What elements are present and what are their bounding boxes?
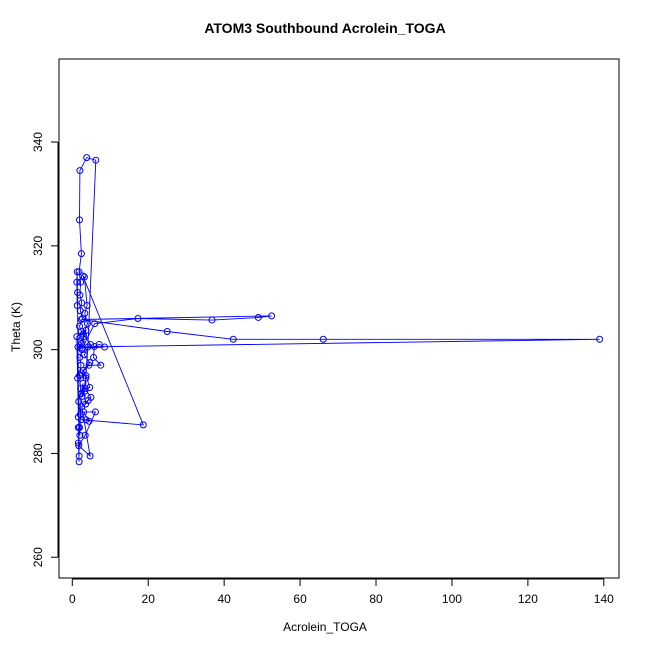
data-point <box>80 351 88 359</box>
x-tick-label: 0 <box>69 592 76 606</box>
data-point <box>87 340 95 348</box>
data-point <box>90 353 98 361</box>
data-point <box>83 154 91 162</box>
data-point <box>79 379 87 387</box>
data-point <box>134 315 142 322</box>
data-point <box>83 320 91 328</box>
y-tick-label: 300 <box>31 339 45 359</box>
x-tick-label: 120 <box>518 592 538 606</box>
data-point <box>76 431 84 439</box>
data-point <box>75 452 83 460</box>
data-point <box>80 273 88 281</box>
data-point <box>77 390 85 398</box>
data-point <box>79 272 87 280</box>
data-point <box>76 167 84 175</box>
data-point <box>74 289 82 297</box>
series-line <box>76 157 600 462</box>
y-tick-label: 320 <box>31 236 45 256</box>
data-point <box>139 421 147 429</box>
data-point <box>77 369 85 377</box>
data-point <box>83 302 91 310</box>
data-point <box>85 361 93 369</box>
data-point <box>596 335 604 343</box>
data-point <box>82 326 90 334</box>
y-tick-label: 280 <box>31 443 45 463</box>
chart-title: ATOM3 Southbound Acrolein_TOGA <box>204 20 446 36</box>
data-point <box>97 361 105 369</box>
data-point <box>82 374 90 382</box>
data-point <box>254 313 262 321</box>
data-point <box>74 374 82 382</box>
data-point <box>73 278 81 286</box>
data-point <box>78 339 86 347</box>
data-point <box>77 316 85 324</box>
data-point <box>75 442 83 450</box>
data-point <box>74 413 82 421</box>
y-tick-label: 260 <box>31 547 45 567</box>
x-tick-label: 20 <box>142 592 156 606</box>
data-point <box>74 343 82 351</box>
data-point <box>84 397 92 405</box>
y-tick-label: 340 <box>31 132 45 152</box>
data-point <box>268 312 276 320</box>
data-point <box>77 278 85 286</box>
x-axis-label: Acrolein_TOGA <box>283 620 367 634</box>
data-point <box>78 344 86 352</box>
data-point <box>229 335 237 343</box>
data-point <box>92 156 100 164</box>
x-tick-label: 80 <box>369 592 383 606</box>
plot-frame <box>58 58 620 579</box>
data-point <box>75 398 83 406</box>
data-point <box>163 327 171 335</box>
data-point <box>319 335 327 343</box>
data-point <box>208 316 216 324</box>
x-tick-label: 60 <box>293 592 307 606</box>
data-point <box>101 343 109 351</box>
data-point <box>91 408 99 416</box>
data-point <box>91 320 99 328</box>
data-point <box>74 439 82 447</box>
data-point <box>81 431 89 439</box>
data-point <box>86 452 94 460</box>
data-point <box>75 268 83 276</box>
data-point <box>74 423 82 431</box>
x-tick-label: 140 <box>594 592 614 606</box>
data-point <box>76 322 84 330</box>
x-tick-label: 100 <box>442 592 462 606</box>
data-point <box>73 333 81 341</box>
data-point <box>77 250 85 258</box>
data-point <box>85 417 93 425</box>
data-point <box>73 268 81 276</box>
data-point <box>76 216 84 224</box>
data-point <box>86 384 94 392</box>
data-point <box>81 309 89 317</box>
data-point <box>73 302 81 310</box>
x-tick-label: 40 <box>217 592 231 606</box>
